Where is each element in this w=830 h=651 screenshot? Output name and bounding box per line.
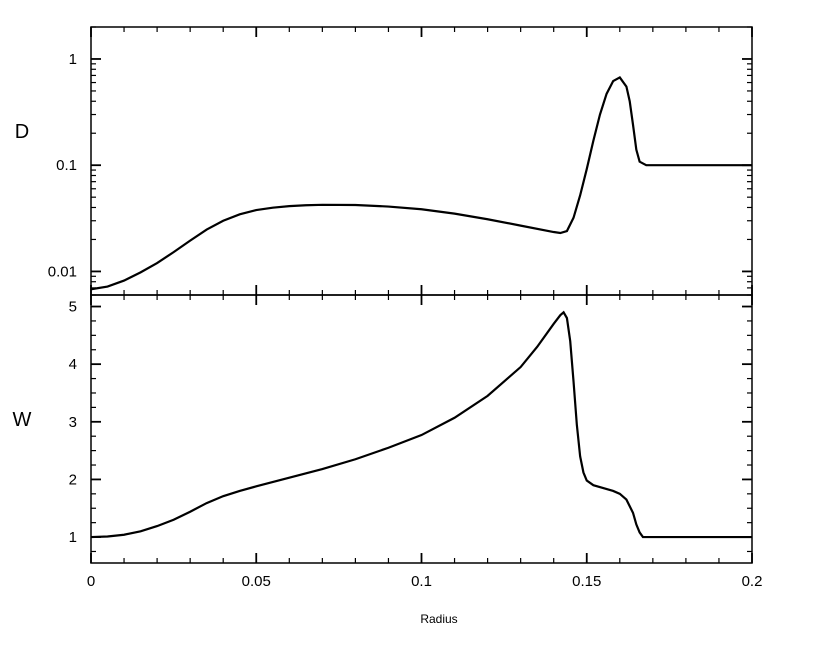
x-tick-label: 0.2 xyxy=(742,573,763,590)
y-tick-label: 5 xyxy=(69,299,77,316)
top-y-tick-labels: 0.01 0.1 1 xyxy=(48,51,77,280)
top-panel: 0.01 0.1 1 D xyxy=(15,26,753,296)
x-axis-title: Radius xyxy=(420,612,457,626)
top-series-line xyxy=(90,76,752,291)
y-tick-label: 1 xyxy=(69,51,77,68)
bottom-y-ticks xyxy=(91,305,752,553)
bottom-panel: 1 2 3 4 5 0 0.05 0.1 0.15 0.2 W Radius xyxy=(13,294,763,626)
bottom-series-line xyxy=(90,310,752,539)
y-tick-label: 1 xyxy=(69,529,77,546)
top-plot-frame xyxy=(90,26,753,296)
y-tick-label: 3 xyxy=(69,414,77,431)
y-tick-label: 2 xyxy=(69,471,77,488)
top-y-ticks xyxy=(91,26,752,296)
bottom-y-axis-title: W xyxy=(13,409,32,431)
y-tick-label: 4 xyxy=(69,356,77,373)
top-y-axis-title: D xyxy=(15,121,29,143)
y-tick-label: 0.1 xyxy=(56,157,77,174)
bottom-y-tick-labels: 1 2 3 4 5 xyxy=(69,299,77,547)
bottom-x-tick-labels: 0 0.05 0.1 0.15 0.2 xyxy=(87,573,763,590)
x-tick-label: 0.05 xyxy=(242,573,271,590)
top-x-ticks xyxy=(90,27,753,295)
bottom-x-ticks xyxy=(90,295,753,563)
y-tick-label: 0.01 xyxy=(48,263,77,280)
bottom-plot-frame xyxy=(90,294,753,564)
x-tick-label: 0.15 xyxy=(572,573,601,590)
x-tick-label: 0 xyxy=(87,573,95,590)
x-tick-label: 0.1 xyxy=(411,573,432,590)
